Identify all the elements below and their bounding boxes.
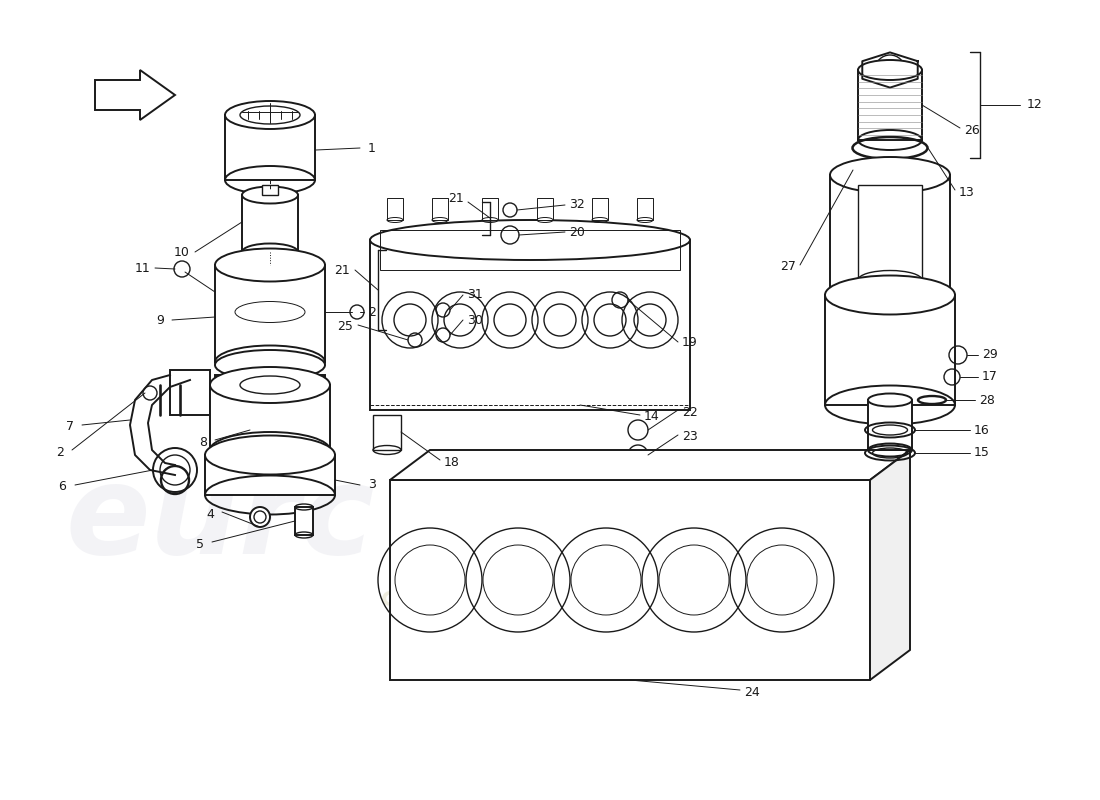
Bar (373, 415, 402, 450)
Text: 7: 7 (66, 421, 74, 434)
Text: 1: 1 (368, 142, 376, 154)
Text: 4: 4 (206, 509, 213, 522)
Text: 26: 26 (964, 123, 980, 137)
Text: 22: 22 (682, 406, 697, 418)
Text: 15: 15 (975, 446, 990, 459)
Bar (637, 198, 653, 220)
Bar (868, 400, 912, 450)
Ellipse shape (214, 249, 324, 282)
Bar (592, 198, 608, 220)
Text: 5: 5 (196, 538, 204, 551)
Text: 31: 31 (468, 289, 483, 302)
Bar (379, 230, 680, 270)
Text: 23: 23 (682, 430, 697, 443)
Text: 24: 24 (744, 686, 760, 699)
Bar (390, 480, 870, 680)
Bar (858, 185, 922, 280)
Text: 17: 17 (982, 370, 998, 383)
Bar (295, 507, 313, 535)
Text: 8: 8 (199, 437, 207, 450)
Bar (370, 240, 690, 410)
Polygon shape (390, 450, 910, 480)
Text: 13: 13 (959, 186, 975, 198)
Ellipse shape (868, 394, 912, 406)
Bar (432, 198, 448, 220)
Bar (482, 198, 498, 220)
Bar (214, 405, 324, 415)
Ellipse shape (205, 435, 336, 474)
Bar (226, 115, 315, 180)
Text: 19: 19 (682, 335, 697, 349)
Ellipse shape (226, 101, 315, 129)
Bar (858, 70, 922, 140)
Ellipse shape (858, 270, 922, 290)
Ellipse shape (370, 220, 690, 260)
Bar (170, 370, 210, 415)
Text: 9: 9 (156, 314, 164, 326)
Bar (825, 295, 955, 405)
Bar (214, 375, 324, 410)
Text: 18: 18 (444, 457, 460, 470)
Text: 2: 2 (56, 446, 64, 458)
Text: 12: 12 (1027, 98, 1043, 111)
Bar (205, 455, 336, 495)
Bar (830, 175, 950, 300)
Ellipse shape (858, 60, 922, 80)
Text: 30: 30 (468, 314, 483, 326)
Polygon shape (870, 450, 910, 680)
Text: 29: 29 (982, 349, 998, 362)
Text: 21: 21 (334, 263, 350, 277)
Text: 20: 20 (569, 226, 585, 238)
Bar (387, 198, 403, 220)
Bar (210, 385, 330, 450)
Text: 3: 3 (368, 478, 376, 491)
Circle shape (153, 448, 197, 492)
Bar (242, 195, 298, 252)
Text: 16: 16 (975, 423, 990, 437)
Text: 2: 2 (368, 306, 376, 318)
Text: 6: 6 (58, 481, 66, 494)
Circle shape (250, 507, 270, 527)
Text: eurc: eurc (65, 459, 375, 581)
Text: 25: 25 (337, 321, 353, 334)
Text: a passion for...: a passion for... (377, 570, 703, 680)
Text: 11: 11 (135, 262, 151, 274)
Text: 21: 21 (448, 191, 464, 205)
Bar (537, 198, 553, 220)
Text: 28: 28 (979, 394, 994, 406)
Ellipse shape (830, 157, 950, 193)
Text: 27: 27 (780, 261, 796, 274)
Ellipse shape (825, 275, 955, 314)
Bar (214, 265, 324, 362)
Ellipse shape (210, 367, 330, 403)
Text: 10: 10 (174, 246, 190, 258)
Text: 14: 14 (645, 410, 660, 423)
Bar (262, 185, 278, 195)
Ellipse shape (242, 186, 298, 203)
Ellipse shape (214, 350, 324, 380)
Text: 32: 32 (569, 198, 585, 211)
